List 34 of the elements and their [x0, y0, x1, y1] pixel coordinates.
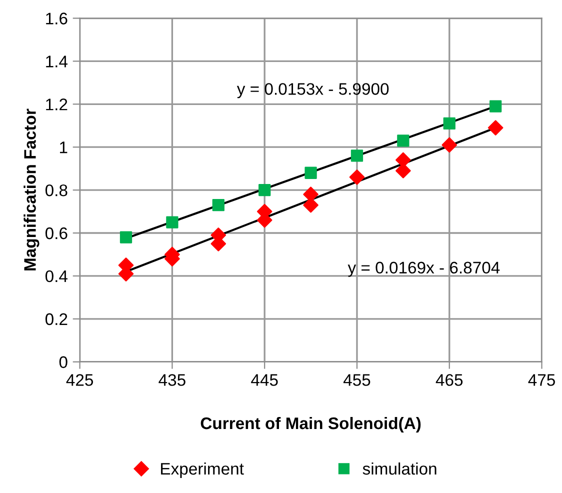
annotation: y = 0.0169x - 6.8704	[348, 262, 500, 277]
y-tick-label: 0.2	[45, 313, 68, 326]
point	[488, 120, 504, 136]
point	[166, 216, 178, 228]
point	[396, 163, 411, 178]
x-axis-title: Current of Main Solenoid(A)	[200, 416, 421, 433]
legend-label: simulation	[362, 462, 436, 475]
y-tick-label: 0	[59, 356, 68, 368]
x-tick-label: 445	[251, 374, 278, 386]
x-tick-label: 435	[158, 374, 186, 386]
y-tick-label: 0.6	[45, 227, 68, 240]
y-tick-label: 0.8	[45, 184, 68, 196]
x-tick-label: 465	[436, 374, 463, 386]
annotation: y = 0.0153x - 5.9900	[236, 83, 389, 98]
point	[397, 134, 410, 147]
point	[490, 100, 502, 112]
x-tick-label: 425	[66, 374, 94, 386]
point	[120, 231, 132, 244]
point	[349, 170, 365, 185]
y-tick-label: 0.4	[45, 270, 68, 282]
point	[442, 137, 458, 153]
y-tick-label: 1	[60, 142, 68, 154]
point	[258, 184, 271, 196]
legend-label: Experiment	[161, 462, 244, 478]
y-tick-label: 1.2	[46, 98, 68, 110]
point	[212, 199, 224, 212]
y-tick-label: 1.6	[46, 12, 68, 24]
point	[304, 166, 317, 179]
point	[350, 150, 364, 162]
x-tick-label: 475	[528, 374, 555, 386]
y-tick-label: 1.4	[46, 56, 68, 68]
x-tick-label: 455	[343, 374, 370, 386]
y-axis-title: Magnification Factor	[24, 108, 40, 270]
point	[443, 117, 456, 130]
